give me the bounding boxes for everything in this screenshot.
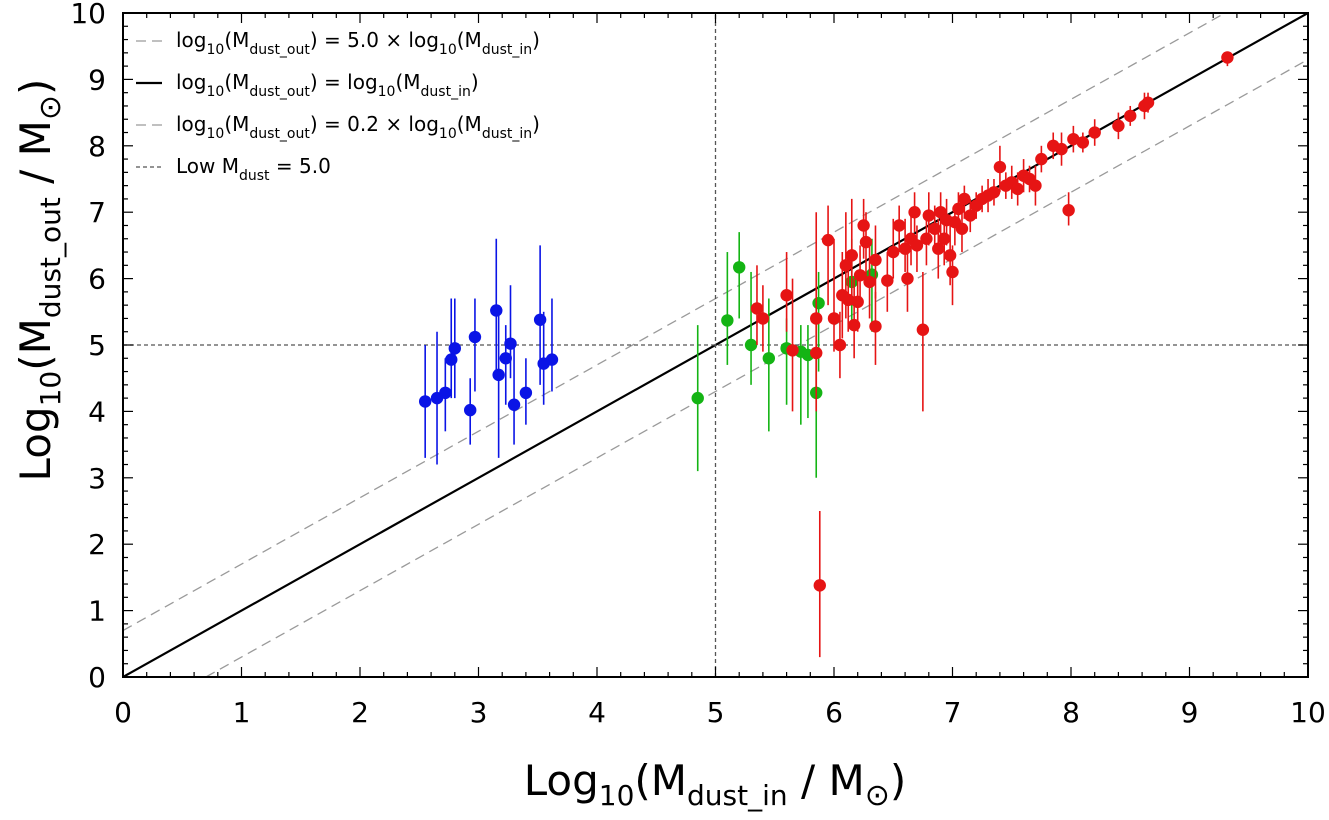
red-point-3 (780, 289, 793, 302)
green-point-0 (691, 391, 704, 405)
red-point-8 (827, 312, 841, 325)
red-point-0 (813, 579, 826, 592)
blue-point-11 (507, 398, 521, 411)
x-tick-label: 7 (944, 696, 962, 729)
green-point-4 (762, 352, 776, 365)
x-tick-label: 10 (1290, 696, 1326, 729)
green-point-1 (721, 314, 734, 327)
y-tick-label: 1 (88, 595, 106, 628)
x-tick-label: 1 (233, 696, 251, 729)
red-point-32 (922, 209, 935, 222)
x-axis-label: Log10(Mdust_in / M⊙) (524, 756, 907, 813)
red-point-29 (910, 239, 924, 252)
red-point-26 (901, 272, 914, 285)
green-point-3 (744, 338, 758, 352)
blue-point-8 (492, 368, 505, 382)
blue-point-12 (519, 386, 533, 400)
blue-point-9 (499, 352, 512, 365)
x-tick-label: 5 (707, 696, 725, 729)
blue-point-5 (464, 403, 477, 417)
legend-entry-label: log10(Mdust_out) = 0.2 × log10(Mdust_in) (176, 112, 540, 142)
y-tick-label: 4 (88, 395, 106, 428)
legend-entry-label: log10(Mdust_out) = 5.0 × log10(Mdust_in) (176, 28, 540, 58)
red-point-39 (946, 265, 959, 279)
red-point-28 (908, 206, 921, 219)
red-point-4 (786, 344, 799, 357)
series-red (750, 51, 1234, 658)
y-tick-label: 3 (88, 462, 106, 495)
red-point-15 (851, 295, 864, 309)
red-point-24 (892, 219, 906, 232)
red-point-22 (881, 274, 894, 287)
legend-entry-label: log10(Mdust_out) = log10(Mdust_in) (176, 70, 479, 100)
red-point-48 (987, 186, 1001, 199)
red-point-13 (845, 249, 858, 262)
red-point-9 (833, 338, 847, 352)
red-point-16 (853, 269, 867, 282)
red-point-23 (887, 245, 900, 259)
x-tick-label: 6 (825, 696, 843, 729)
legend-entry-label: Low Mdust = 5.0 (176, 154, 331, 184)
y-axis-label: Log10(Mdust_out / M⊙) (11, 79, 68, 482)
red-point-20 (869, 253, 882, 267)
blue-point-15 (545, 353, 559, 366)
green-point-9 (812, 296, 825, 310)
blue-point-6 (468, 330, 482, 344)
x-tick-label: 0 (114, 696, 132, 729)
x-tick-label: 2 (351, 696, 369, 729)
blue-point-2 (439, 386, 452, 400)
red-point-36 (938, 232, 951, 245)
red-point-7 (821, 233, 835, 247)
red-point-63 (1112, 119, 1125, 133)
y-tick-label: 6 (88, 263, 106, 296)
red-point-62 (1088, 126, 1101, 139)
red-point-67 (1221, 51, 1234, 64)
red-point-19 (863, 275, 876, 289)
red-point-2 (756, 312, 770, 325)
red-point-56 (1035, 152, 1048, 166)
red-point-38 (943, 249, 957, 262)
green-point-2 (733, 261, 746, 274)
y-tick-label: 8 (88, 130, 106, 163)
red-point-58 (1055, 142, 1068, 156)
red-point-1 (750, 302, 764, 315)
red-point-6 (810, 346, 823, 360)
blue-point-0 (418, 395, 432, 408)
y-tick-label: 7 (88, 196, 106, 229)
series-blue (418, 238, 559, 465)
reference-line-upper-offset (123, 13, 1226, 632)
legend: log10(Mdust_out) = 5.0 × log10(Mdust_in)… (136, 28, 540, 184)
y-tick-label: 2 (88, 528, 106, 561)
red-point-61 (1076, 136, 1090, 149)
red-point-60 (1067, 132, 1080, 146)
red-point-52 (1011, 182, 1024, 196)
y-tick-label: 5 (88, 329, 106, 362)
red-point-31 (920, 232, 933, 245)
red-point-64 (1124, 109, 1137, 123)
y-tick-label: 10 (70, 0, 106, 30)
x-tick-label: 9 (1181, 696, 1199, 729)
red-point-59 (1062, 204, 1075, 217)
red-point-66 (1141, 96, 1155, 109)
red-point-49 (993, 160, 1007, 174)
blue-point-4 (448, 342, 461, 355)
red-point-34 (932, 242, 945, 255)
red-point-42 (955, 222, 969, 235)
red-point-43 (958, 192, 971, 206)
red-point-44 (964, 209, 977, 222)
red-point-55 (1029, 179, 1042, 192)
x-tick-label: 8 (1062, 696, 1080, 729)
blue-point-7 (490, 304, 503, 317)
red-point-17 (857, 219, 870, 232)
y-tick-label: 9 (88, 63, 106, 96)
x-tick-label: 3 (470, 696, 488, 729)
x-tick-label: 4 (588, 696, 606, 729)
reference-line-lower-offset (205, 58, 1308, 677)
y-tick-label: 0 (88, 661, 106, 694)
red-point-30 (916, 323, 930, 336)
red-point-21 (869, 320, 882, 333)
